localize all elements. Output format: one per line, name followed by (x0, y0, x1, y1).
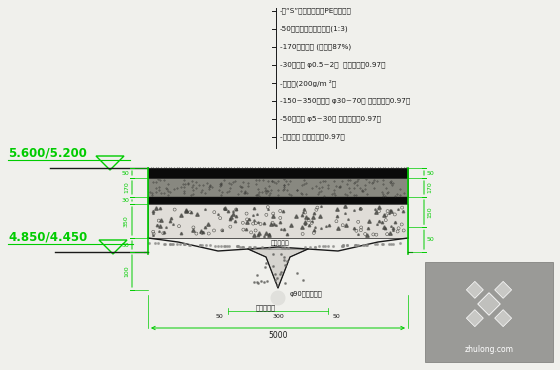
Text: -30厚细射 φ0.5~2）  （压实系数0.97）: -30厚细射 φ0.5~2） （压实系数0.97） (280, 62, 385, 68)
Text: -170厚砂地土 (压实度87%): -170厚砂地土 (压实度87%) (280, 44, 351, 50)
Text: -50厚化北土混合砂性土(1:3): -50厚化北土混合砂性土(1:3) (280, 26, 349, 32)
Bar (466, 310, 483, 327)
Text: 下履更卧孔: 下履更卧孔 (256, 305, 276, 311)
Text: 50: 50 (215, 314, 223, 319)
Polygon shape (248, 249, 308, 288)
Text: 350: 350 (124, 215, 129, 227)
Text: -土工布(200g/m ²）: -土工布(200g/m ²） (280, 79, 336, 87)
Text: -素土路基 （压实系数0.97）: -素土路基 （压实系数0.97） (280, 134, 345, 140)
Bar (425, 262, 553, 362)
Text: 150: 150 (427, 206, 432, 218)
Text: 170: 170 (124, 182, 129, 194)
Text: -150~350厚碗石 φ30~70） （压实系数0.97）: -150~350厚碗石 φ30~70） （压实系数0.97） (280, 98, 410, 104)
Text: 50: 50 (427, 237, 435, 242)
Text: 4.850/4.450: 4.850/4.450 (8, 230, 87, 243)
Bar (466, 281, 483, 298)
Bar (494, 281, 512, 298)
Bar (148, 168, 408, 178)
Text: 5000: 5000 (268, 331, 288, 340)
Text: 50: 50 (427, 171, 435, 175)
Text: 170: 170 (427, 182, 432, 194)
Text: 50: 50 (333, 314, 340, 319)
Circle shape (271, 291, 285, 305)
Text: 50: 50 (122, 171, 129, 175)
Text: 集水沟水沟: 集水沟水沟 (270, 240, 290, 246)
Text: 50: 50 (122, 242, 129, 248)
Text: -按“S”型高分子材料PE单丝草坦: -按“S”型高分子材料PE单丝草坦 (280, 8, 352, 14)
Text: 30: 30 (121, 198, 129, 203)
Bar (148, 204, 408, 238)
Text: zhulong.com: zhulong.com (464, 345, 514, 354)
Bar (148, 197, 408, 204)
Bar (494, 310, 512, 327)
Text: φ90洗石滤水管: φ90洗石滤水管 (290, 291, 323, 297)
Text: -50厚卡石 φ5~30） （压实系数0.97）: -50厚卡石 φ5~30） （压实系数0.97） (280, 116, 381, 122)
Bar (148, 178, 408, 197)
Text: 100: 100 (124, 265, 129, 277)
Text: 300: 300 (272, 314, 284, 319)
Text: 5.600/5.200: 5.600/5.200 (8, 146, 87, 159)
Bar (478, 293, 500, 315)
